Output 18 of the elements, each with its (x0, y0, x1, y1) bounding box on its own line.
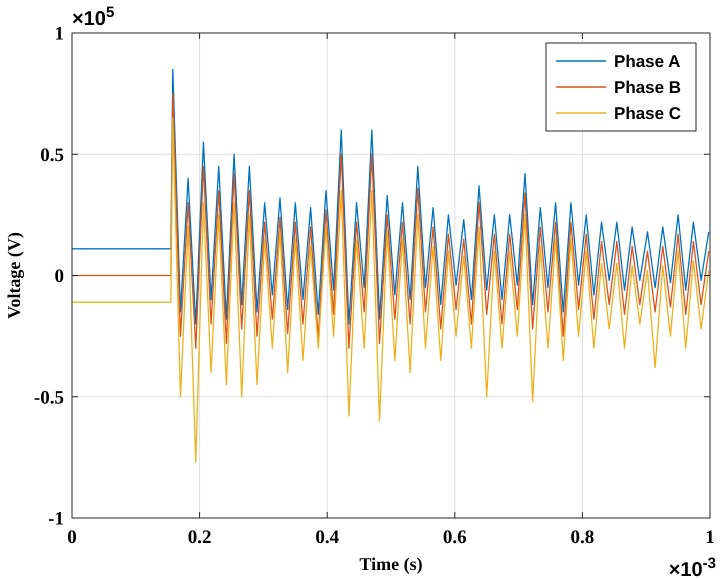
x-tick-label: 0.2 (188, 527, 212, 548)
text: ×10$^{5}$ (72, 4, 114, 30)
x-tick-label: 1 (705, 527, 715, 548)
text: ×10$^{-3}$ (668, 554, 716, 580)
y-tick-label: 1 (54, 24, 64, 45)
y-axis-title: Voltage (V) (4, 232, 24, 319)
y-tick-label: -0.5 (34, 387, 64, 408)
x-tick-label: 0.8 (570, 527, 594, 548)
x-tick-label: 0.4 (315, 527, 340, 548)
y-tick-label: -1 (48, 508, 64, 530)
y-tick-label: 0 (54, 266, 64, 288)
line-series (72, 68, 710, 325)
legend-label: Phase A (614, 52, 680, 71)
x-tick-label: 0.6 (442, 527, 467, 548)
y-tick-label: 0.5 (40, 144, 64, 166)
legend-label: Phase B (614, 78, 682, 97)
x-axis-title: Time (s) (359, 554, 423, 574)
legend-label: Phase C (614, 104, 682, 123)
